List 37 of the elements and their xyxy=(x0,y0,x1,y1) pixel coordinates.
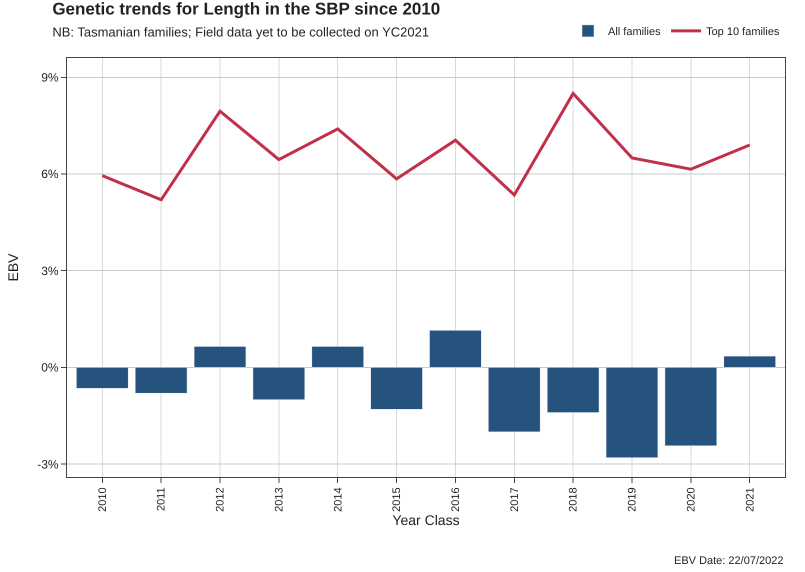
bar xyxy=(252,367,306,400)
chart-subtitle: NB: Tasmanian families; Field data yet to be collected on YC2021 xyxy=(52,24,430,40)
x-tick-label: 2021 xyxy=(744,487,756,512)
legend-label: All families xyxy=(608,26,662,38)
bar xyxy=(606,367,658,458)
x-tick-label: 2011 xyxy=(156,487,168,512)
x-tick-label: 2010 xyxy=(96,487,109,512)
x-tick-label: 2012 xyxy=(214,487,227,512)
y-tick-label: 0% xyxy=(41,360,59,375)
y-tick-label: 3% xyxy=(41,264,59,278)
x-tick-label: 2014 xyxy=(332,487,344,512)
bar xyxy=(724,356,776,368)
y-axis-title: EBV xyxy=(4,252,21,282)
bar xyxy=(76,367,128,389)
bar xyxy=(488,367,540,432)
bar xyxy=(429,330,482,368)
x-axis-title: Year Class xyxy=(392,512,460,528)
x-tick-label: 2013 xyxy=(273,487,286,512)
x-tick-label: 2016 xyxy=(450,487,462,512)
chart-title: Genetic trends for Length in the SBP since 2010 xyxy=(52,0,440,18)
bar xyxy=(312,346,364,368)
y-tick-label: 9% xyxy=(41,70,59,85)
y-tick-label: 6% xyxy=(41,167,59,182)
x-tick-label: 2018 xyxy=(568,487,580,512)
bar xyxy=(546,367,600,413)
text: EBV Date: 22/07/2022 xyxy=(674,555,784,567)
x-tick-label: 2019 xyxy=(626,487,639,512)
y-tick-label: -3% xyxy=(37,457,59,472)
line-series xyxy=(100,92,752,202)
bar xyxy=(135,367,188,394)
bar xyxy=(664,367,717,446)
legend-label: Top 10 families xyxy=(706,26,780,38)
bar xyxy=(194,346,246,368)
x-tick-label: 2015 xyxy=(391,487,404,512)
x-tick-label: 2020 xyxy=(685,487,698,512)
x-tick-label: 2017 xyxy=(508,487,521,512)
bar xyxy=(370,367,423,410)
